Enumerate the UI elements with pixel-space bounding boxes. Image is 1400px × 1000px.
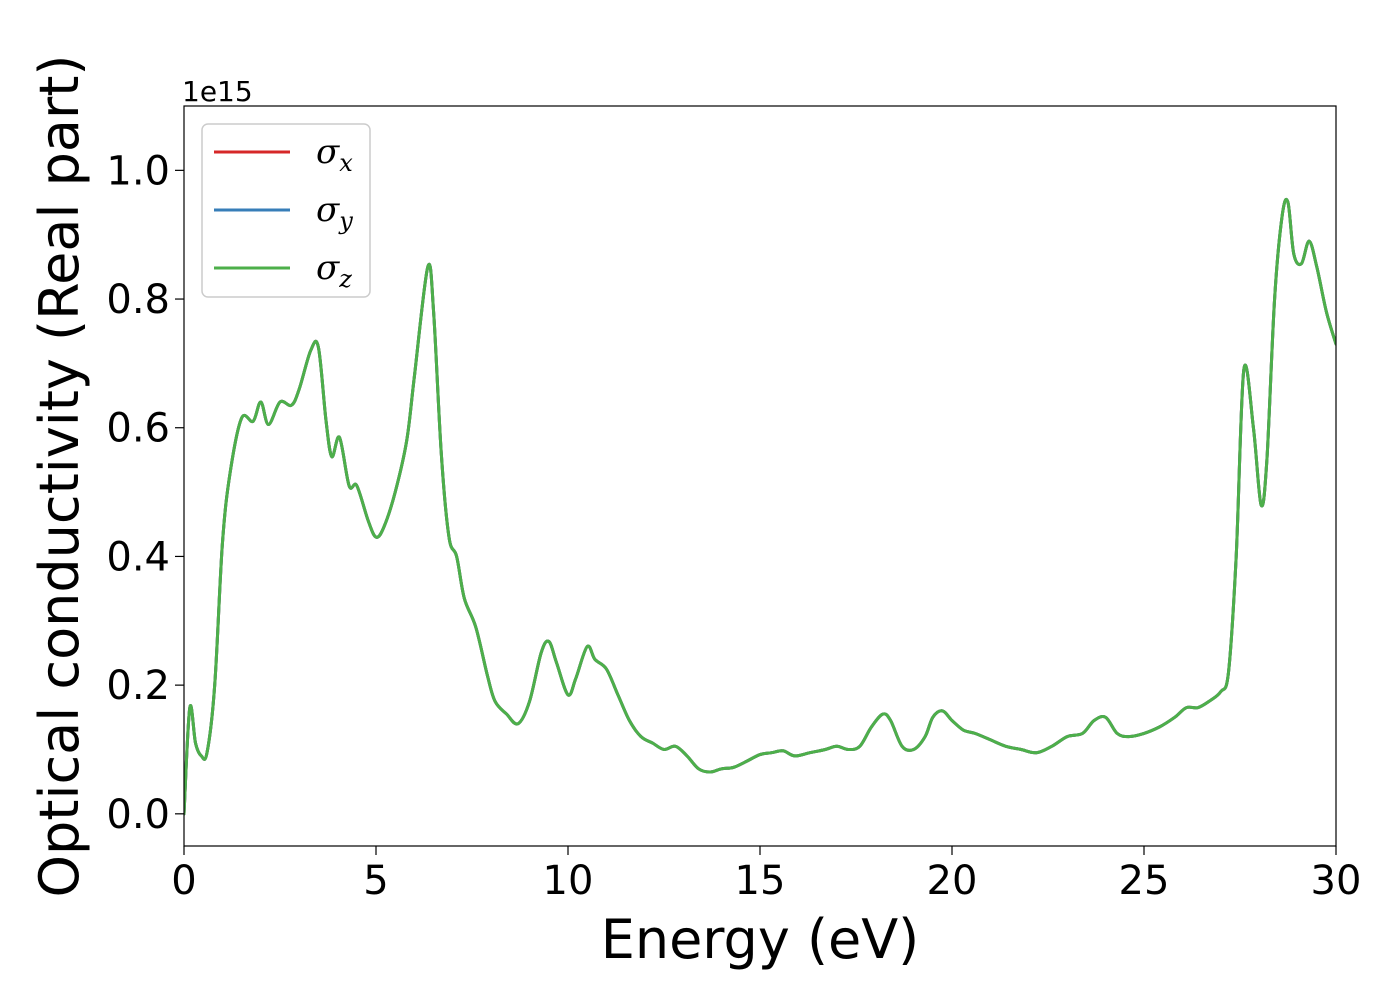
y-tick-label: 0.0 bbox=[106, 792, 170, 838]
x-tick-label: 5 bbox=[363, 858, 388, 904]
legend: σx σy σz bbox=[201, 123, 371, 298]
y-tick-label: 0.2 bbox=[106, 663, 170, 709]
y-tick-label: 0.8 bbox=[106, 277, 170, 323]
y-tick-label: 0.4 bbox=[106, 534, 170, 580]
y-axis: 0.0 0.2 0.4 0.6 0.8 1.0 bbox=[106, 148, 184, 838]
legend-label-x: σx bbox=[316, 132, 353, 177]
x-tick-label: 30 bbox=[1311, 858, 1362, 904]
x-tick-label: 25 bbox=[1119, 858, 1170, 904]
x-tick-label: 20 bbox=[927, 858, 978, 904]
series-layer bbox=[184, 198, 1336, 816]
x-tick-label: 10 bbox=[543, 858, 594, 904]
y-offset-label: 1e15 bbox=[182, 75, 253, 108]
x-axis: 0 5 10 15 20 25 30 bbox=[171, 846, 1361, 904]
y-tick-label: 1.0 bbox=[106, 148, 170, 194]
x-tick-label: 0 bbox=[171, 858, 196, 904]
series-line-z bbox=[184, 198, 1336, 816]
y-axis-title: Optical conductivity (Real part) bbox=[28, 55, 91, 898]
x-tick-label: 15 bbox=[735, 858, 786, 904]
legend-label-z: σz bbox=[316, 248, 352, 293]
x-axis-title: Energy (eV) bbox=[601, 908, 920, 971]
y-tick-label: 0.6 bbox=[106, 406, 170, 452]
legend-label-y: σy bbox=[316, 190, 353, 235]
